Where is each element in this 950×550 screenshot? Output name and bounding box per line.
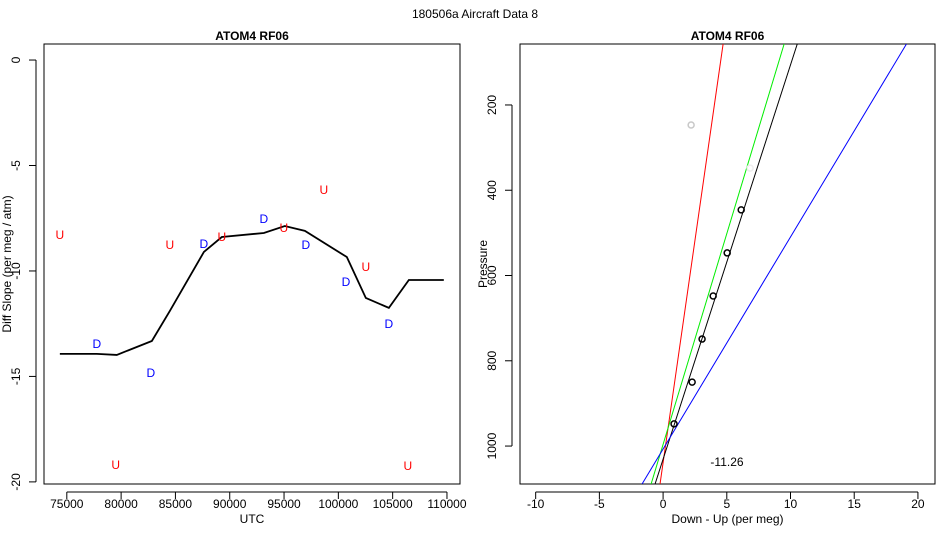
- fit-line: [654, 44, 798, 484]
- data-point: [687, 121, 695, 129]
- x-tick-label: 20: [911, 497, 925, 511]
- point-label: U: [361, 260, 370, 274]
- y-axis-label: Diff Slope (per meg / atm): [0, 195, 14, 332]
- y-tick-label: 600: [485, 265, 499, 285]
- point-label: U: [319, 183, 328, 197]
- plot-frame: [519, 43, 936, 485]
- fit-line: [650, 44, 785, 484]
- y-tick-label: -15: [9, 367, 23, 385]
- annotation: -11.26: [710, 455, 743, 469]
- data-point: [688, 378, 696, 386]
- plot-frame: [43, 43, 461, 485]
- y-tick-label: 400: [485, 180, 499, 200]
- y-axis-label: Pressure: [476, 240, 490, 288]
- data-line: [59, 225, 444, 356]
- data-point: [746, 164, 754, 172]
- x-tick-label: 0: [660, 497, 667, 511]
- x-tick-label: 5: [723, 497, 730, 511]
- point-label: D: [385, 317, 394, 331]
- x-tick-label: 100000: [318, 497, 358, 511]
- x-tick-label: 15: [848, 497, 862, 511]
- x-tick-label: -10: [527, 497, 545, 511]
- data-point: [737, 206, 745, 214]
- panel-title: ATOM4 RF06: [691, 29, 765, 43]
- data-point: [723, 249, 731, 257]
- panel: ATOM4 RF06 Down - Up (per meg) Pressure -10…: [476, 29, 936, 526]
- y-tick-label: -20: [9, 473, 23, 491]
- x-tick-label: 80000: [104, 497, 138, 511]
- plot-area: [641, 44, 907, 484]
- point-label: U: [217, 230, 226, 244]
- x-tick-label: 75000: [50, 497, 84, 511]
- x-tick-label: 110000: [427, 497, 466, 511]
- fit-line: [659, 44, 724, 484]
- point-label: D: [260, 212, 269, 226]
- point-label: U: [279, 221, 288, 235]
- y-tick-label: 1000: [485, 432, 499, 459]
- x-tick-label: 90000: [213, 497, 247, 511]
- point-label: D: [200, 237, 209, 251]
- fit-line: [641, 44, 907, 484]
- x-tick-label: 95000: [267, 497, 301, 511]
- panel-title: ATOM4 RF06: [215, 29, 289, 43]
- point-label: U: [404, 459, 413, 473]
- x-axis-label: UTC: [240, 512, 265, 526]
- point-label: U: [111, 458, 120, 472]
- y-tick-label: 200: [485, 95, 499, 115]
- point-label: D: [342, 275, 351, 289]
- data-point: [670, 420, 678, 428]
- point-label: D: [92, 337, 101, 351]
- panel: ATOM4 RF06 UTC Diff Slope (per meg / atm) 7…: [0, 29, 467, 526]
- y-tick-label: 800: [485, 350, 499, 370]
- x-tick-label: 10: [784, 497, 798, 511]
- data-point: [709, 292, 717, 300]
- data-point: [698, 335, 706, 343]
- x-tick-label: 85000: [159, 497, 193, 511]
- y-tick-label: -5: [9, 160, 23, 171]
- figure-title: 180506a Aircraft Data 8: [412, 7, 538, 21]
- point-label: U: [165, 238, 174, 252]
- y-tick-label: -10: [9, 262, 23, 280]
- point-label: D: [302, 238, 311, 252]
- point-label: D: [147, 366, 156, 380]
- x-tick-label: 105000: [373, 497, 413, 511]
- x-tick-label: -5: [594, 497, 605, 511]
- x-axis-label: Down - Up (per meg): [671, 512, 783, 526]
- point-label: U: [56, 228, 65, 242]
- y-tick-label: 0: [9, 56, 23, 63]
